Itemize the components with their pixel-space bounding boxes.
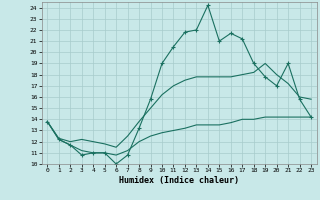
X-axis label: Humidex (Indice chaleur): Humidex (Indice chaleur) xyxy=(119,176,239,185)
